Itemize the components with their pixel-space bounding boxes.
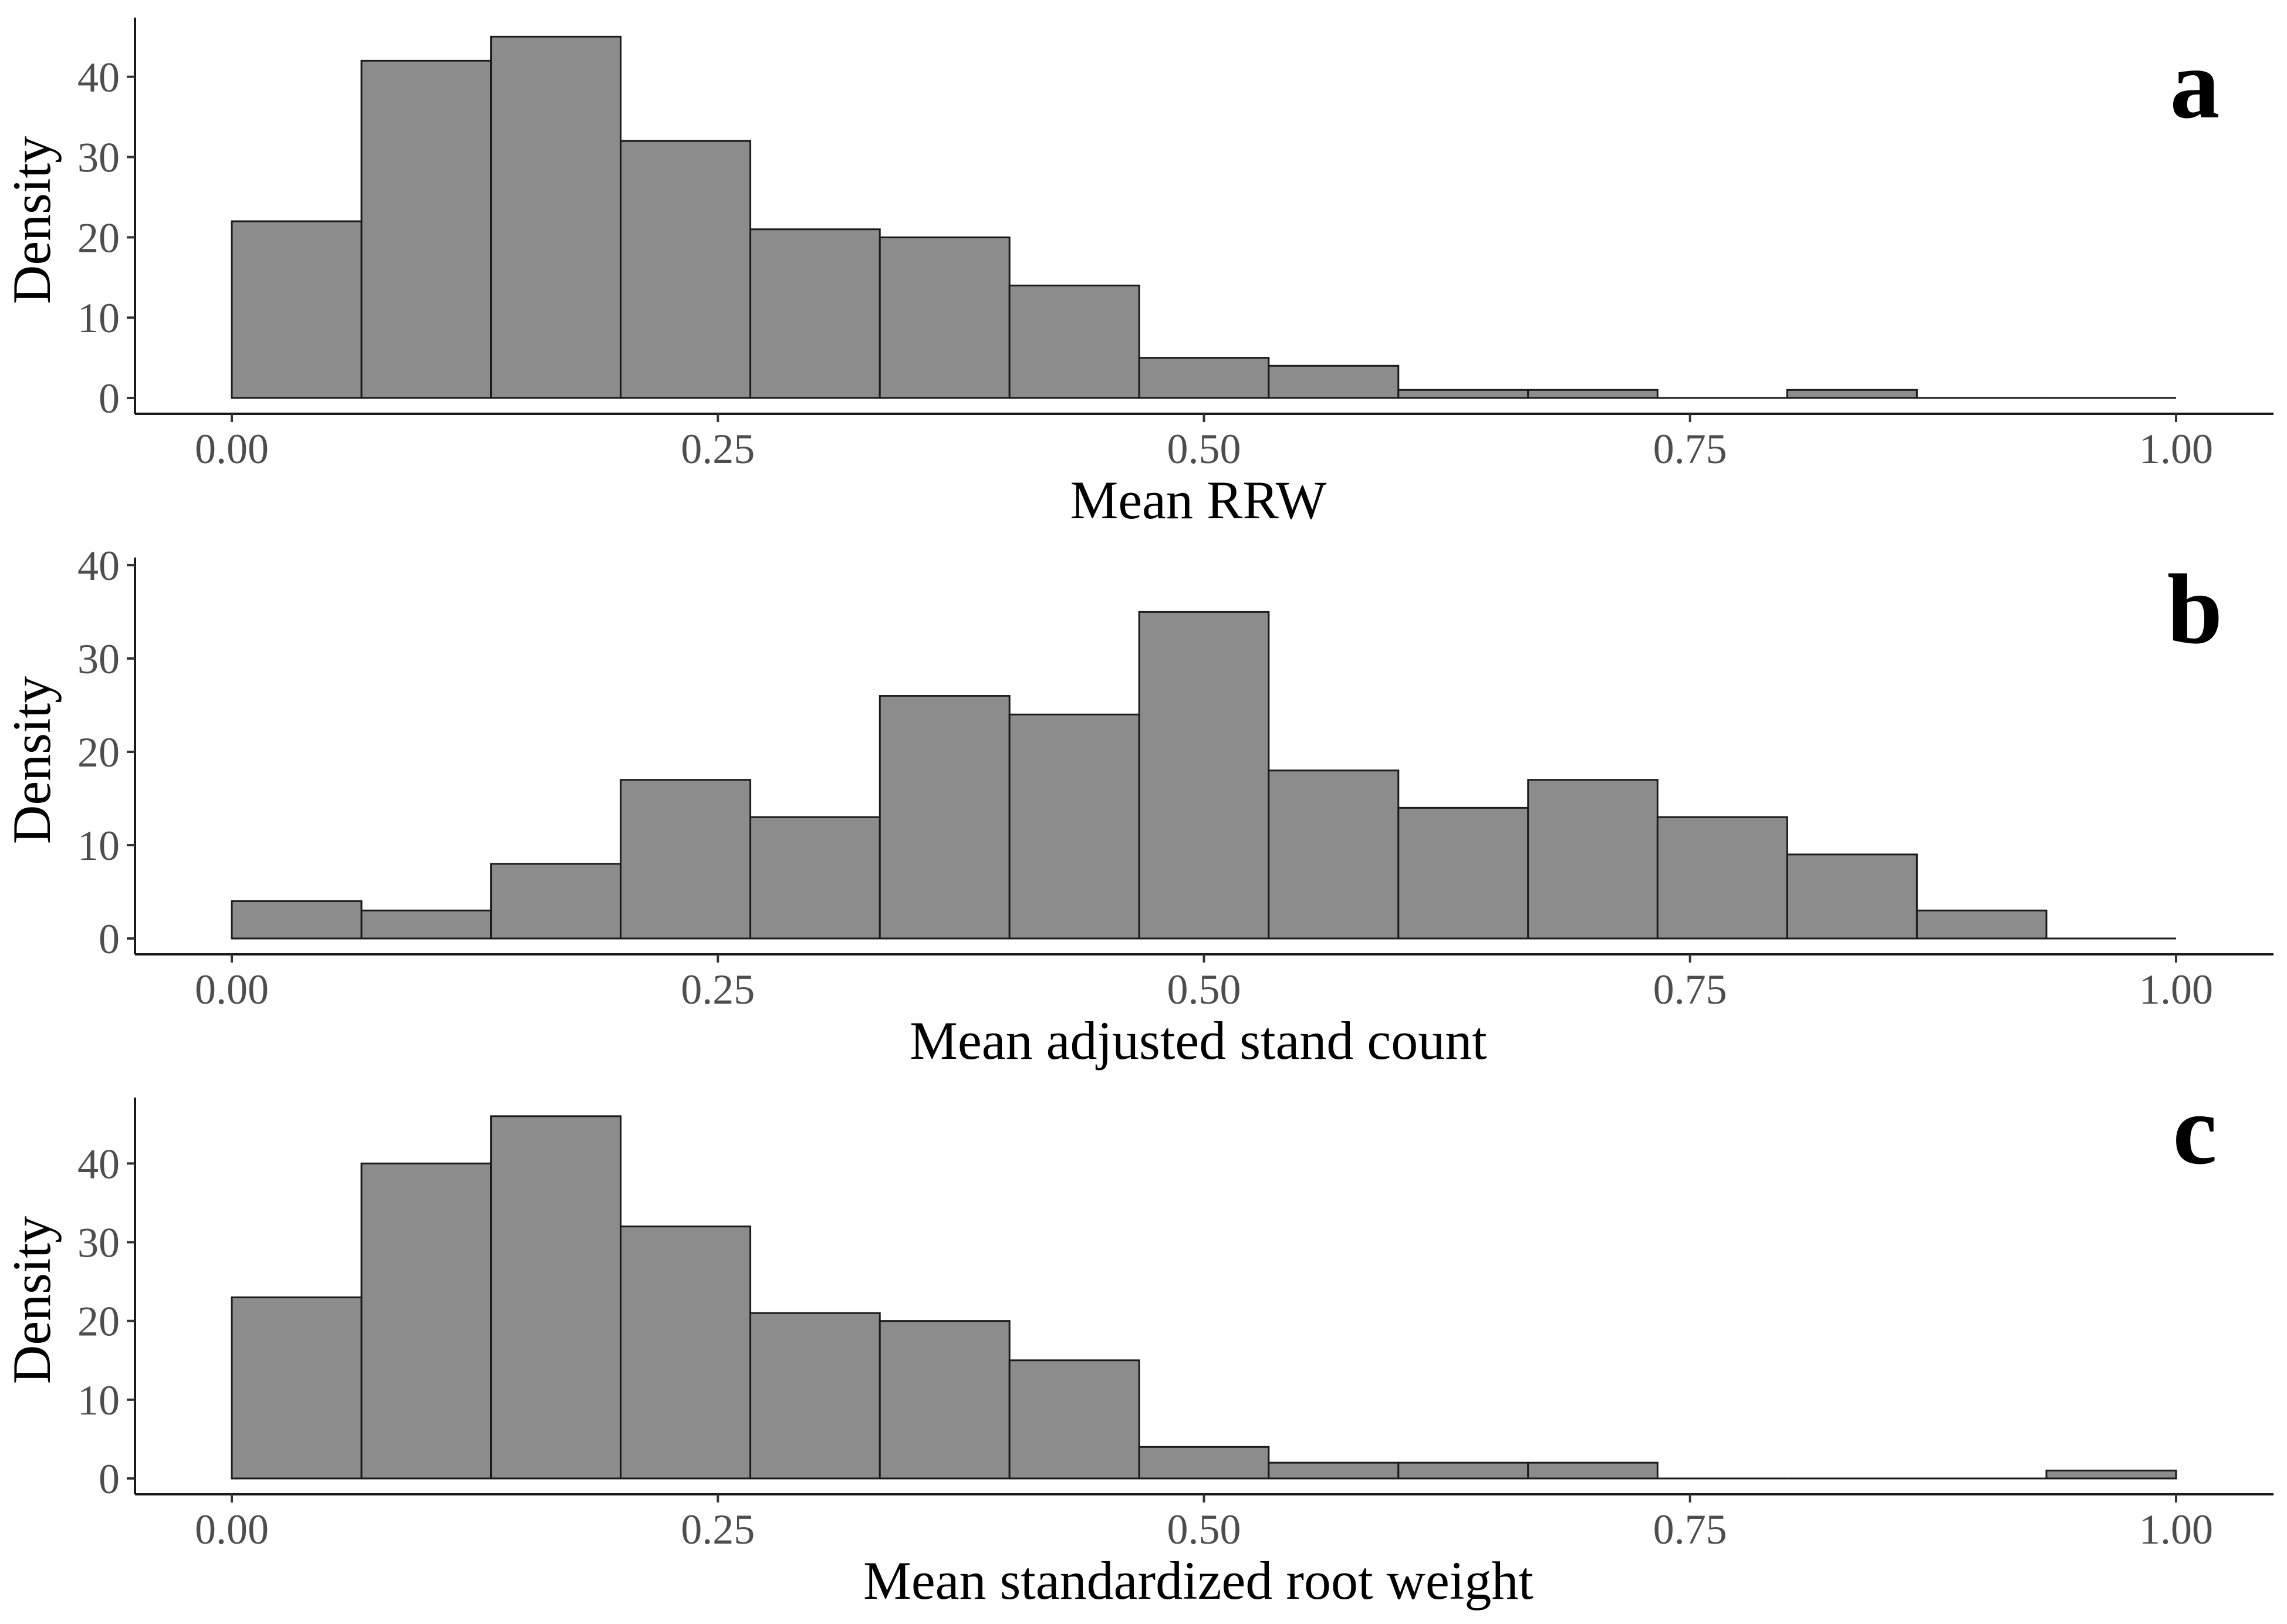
x-tick-label: 1.00 [2139,966,2213,1013]
x-tick-label: 0.25 [681,1506,755,1553]
x-tick-label: 0.50 [1167,426,1241,472]
histogram-bar [1527,389,1658,399]
histogram-bar [231,1296,363,1480]
x-tick-label: 1.00 [2139,1506,2213,1553]
y-tick-label: 0 [99,1456,120,1503]
panel-label: b [2167,554,2223,664]
histogram-bar [749,816,881,940]
histogram-bar [1397,1461,1529,1480]
histogram-bar [1916,909,2048,940]
x-axis-title: Mean adjusted stand count [910,1011,1487,1071]
panel-b: 0 10 20 30 40 0.00 0.25 0.50 0.75 1.00 Mean adjust… [2,542,2274,1071]
y-tick-label: 20 [77,214,120,261]
histogram-bar [1138,357,1270,399]
y-tick-label: 40 [77,1140,120,1187]
histogram-bar [360,59,492,399]
histogram-bar [490,863,622,940]
histogram-bar [490,1115,622,1480]
x-tick-label: 0.75 [1653,1506,1727,1553]
histogram-bar [749,228,881,399]
histogram-bar [1008,284,1140,399]
y-tick-label: 10 [77,295,120,342]
histogram-bar [360,909,492,940]
y-tick-label: 40 [77,542,120,589]
histogram-bar [620,140,752,399]
histogram-bar [879,236,1011,399]
histogram-bar [490,35,622,399]
histogram-bar [1268,364,1400,399]
histogram-bar [620,1225,752,1480]
histogram-bar [749,1312,881,1480]
histogram-bar [231,900,363,940]
histogram-bar [1268,769,1400,940]
y-tick-label: 40 [77,54,120,101]
histogram-bar [620,779,752,940]
y-tick-label: 0 [99,916,120,963]
y-tick-label: 0 [99,375,120,422]
y-tick-label: 10 [77,822,120,869]
histogram-bar [231,220,363,399]
y-tick-label: 20 [77,729,120,776]
y-tick-label: 20 [77,1298,120,1345]
panel-c: 0 10 20 30 40 0.00 0.25 0.50 0.75 1.00 Mean standa… [2,1075,2274,1611]
histogram-bar [1008,713,1140,940]
x-tick-label: 0.50 [1167,1506,1241,1553]
histogram-bar [1527,779,1658,940]
histogram-bar [1268,1461,1400,1480]
histogram-bar [360,1162,492,1480]
histogram-bar [1656,816,1788,940]
y-axis-title: Density [2,136,62,304]
histogram-bar [1397,389,1529,399]
histogram-bar [879,695,1011,940]
panel-a: 0 10 20 30 40 0.00 0.25 0.50 0.75 1.00 Mean RRW Den… [2,18,2274,530]
x-tick-label: 1.00 [2139,426,2213,472]
x-tick-label: 0.75 [1653,966,1727,1013]
x-tick-label: 0.25 [681,426,755,472]
y-tick-label: 30 [77,636,120,683]
histogram-bar [2045,1470,2177,1480]
histogram-bar [1786,389,1918,399]
histogram-bar [879,1320,1011,1480]
y-tick-label: 30 [77,134,120,181]
x-tick-label: 0.00 [195,966,269,1013]
histogram-bar [1138,610,1270,940]
x-tick-label: 0.75 [1653,426,1727,472]
histogram-bar [1397,806,1529,940]
y-tick-label: 10 [77,1377,120,1424]
histogram-bar [1527,1461,1658,1480]
x-tick-label: 0.50 [1167,966,1241,1013]
x-tick-label: 0.25 [681,966,755,1013]
y-axis-title: Density [2,1216,62,1384]
histogram-bar [1008,1359,1140,1480]
y-axis-title: Density [2,676,62,844]
x-axis-title: Mean standardized root weight [863,1551,1533,1611]
x-axis-title: Mean RRW [1070,470,1327,530]
panel-label: c [2173,1075,2217,1185]
histogram-bar [1786,853,1918,940]
x-tick-label: 0.00 [195,1506,269,1553]
y-tick-label: 30 [77,1220,120,1267]
panel-label: a [2170,29,2220,139]
x-tick-label: 0.00 [195,426,269,472]
histogram-bar [1138,1446,1270,1480]
